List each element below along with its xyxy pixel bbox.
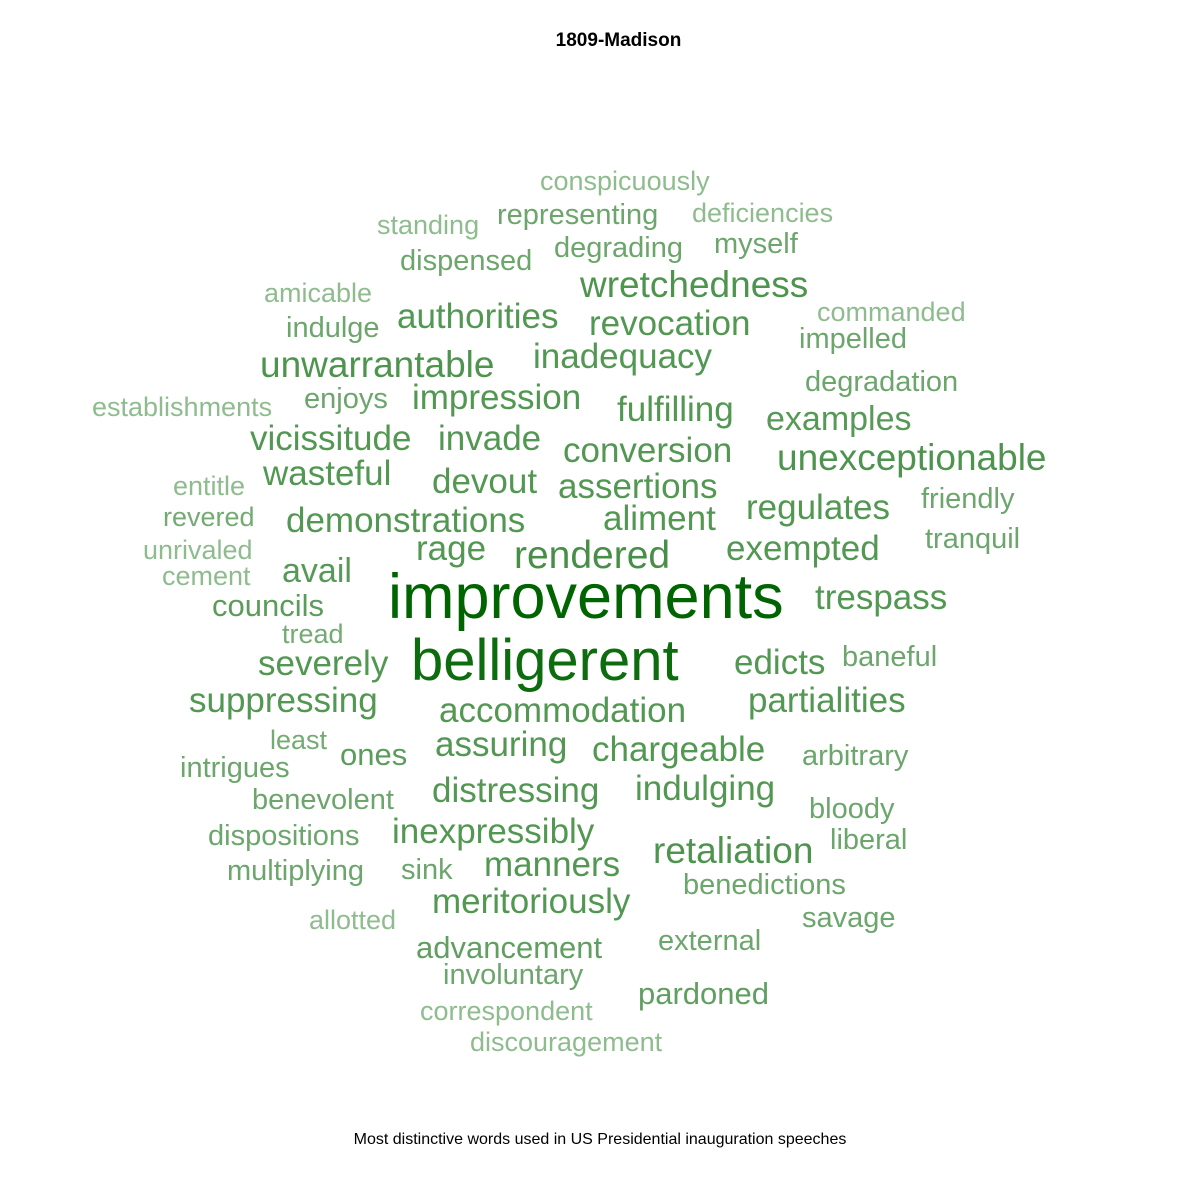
word-friendly: friendly <box>921 483 1015 515</box>
word-chargeable: chargeable <box>592 730 766 769</box>
word-fulfilling: fulfilling <box>617 390 734 429</box>
word-involuntary: involuntary <box>443 959 584 991</box>
word-establishments: establishments <box>92 392 273 422</box>
word-avail: avail <box>282 552 352 590</box>
word-authorities: authorities <box>397 297 559 336</box>
word-impression: impression <box>412 378 582 417</box>
word-retaliation: retaliation <box>653 830 814 871</box>
word-cement: cement <box>162 561 251 591</box>
chart-caption: Most distinctive words used in US Presid… <box>353 1131 847 1148</box>
word-entitle: entitle <box>173 471 246 501</box>
word-inadequacy: inadequacy <box>533 337 713 376</box>
word-unexceptionable: unexceptionable <box>777 437 1047 478</box>
word-wasteful: wasteful <box>263 454 392 493</box>
word-advancement: advancement <box>416 930 603 965</box>
chart-title: 1809-Madison <box>555 30 682 51</box>
word-degradation: degradation <box>805 366 959 398</box>
word-multiplying: multiplying <box>227 855 364 887</box>
word-suppressing: suppressing <box>189 681 378 720</box>
word-edicts: edicts <box>734 643 826 682</box>
word-accommodation: accommodation <box>439 691 687 730</box>
word-conspicuously: conspicuously <box>540 166 710 196</box>
word-distressing: distressing <box>432 771 600 810</box>
word-revocation: revocation <box>589 304 751 343</box>
word-bloody: bloody <box>809 793 895 825</box>
word-assuring: assuring <box>435 725 568 764</box>
word-rage: rage <box>416 529 487 568</box>
word-devout: devout <box>432 462 538 501</box>
word-unwarrantable: unwarrantable <box>260 344 495 385</box>
word-rendered: rendered <box>514 534 671 577</box>
word-impelled: impelled <box>799 323 907 355</box>
word-indulge: indulge <box>286 312 380 344</box>
word-degrading: degrading <box>554 232 683 264</box>
word-conversion: conversion <box>563 431 733 470</box>
word-pardoned: pardoned <box>638 976 770 1011</box>
word-meritoriously: meritoriously <box>432 882 631 921</box>
word-dispositions: dispositions <box>208 820 360 852</box>
word-councils: councils <box>212 588 324 623</box>
word-inexpressibly: inexpressibly <box>392 812 595 851</box>
word-vicissitude: vicissitude <box>250 419 412 458</box>
word-ones: ones <box>340 737 408 772</box>
word-aliment: aliment <box>603 499 716 538</box>
word-allotted: allotted <box>309 905 397 935</box>
word-assertions: assertions <box>558 467 718 506</box>
word-unrivaled: unrivaled <box>143 535 253 565</box>
word-benedictions: benedictions <box>683 869 846 901</box>
word-baneful: baneful <box>842 641 938 673</box>
word-wretchedness: wretchedness <box>580 264 809 305</box>
word-representing: representing <box>497 199 659 231</box>
word-severely: severely <box>258 644 389 683</box>
word-standing: standing <box>377 210 480 240</box>
word-invade: invade <box>438 419 542 458</box>
word-demonstrations: demonstrations <box>286 501 526 540</box>
word-correspondent: correspondent <box>420 996 593 1026</box>
word-manners: manners <box>484 845 621 884</box>
word-dispensed: dispensed <box>400 245 533 277</box>
word-improvements: improvements <box>388 562 784 632</box>
word-exempted: exempted <box>726 529 880 568</box>
word-arbitrary: arbitrary <box>802 740 909 772</box>
word-benevolent: benevolent <box>252 784 394 816</box>
word-least: least <box>270 725 328 755</box>
word-trespass: trespass <box>815 578 948 617</box>
word-commanded: commanded <box>817 297 966 327</box>
word-sink: sink <box>401 854 453 886</box>
word-tread: tread <box>282 619 344 649</box>
word-tranquil: tranquil <box>925 523 1021 555</box>
word-intrigues: intrigues <box>180 752 290 784</box>
word-discouragement: discouragement <box>470 1027 663 1057</box>
word-belligerent: belligerent <box>411 628 679 693</box>
word-regulates: regulates <box>746 488 890 527</box>
word-myself: myself <box>714 228 798 260</box>
word-examples: examples <box>766 400 912 438</box>
word-amicable: amicable <box>264 278 373 308</box>
word-enjoys: enjoys <box>304 383 388 415</box>
word-deficiencies: deficiencies <box>692 198 834 228</box>
word-savage: savage <box>802 902 896 934</box>
word-liberal: liberal <box>830 824 908 856</box>
word-partialities: partialities <box>748 681 906 720</box>
word-revered: revered <box>163 502 255 532</box>
word-external: external <box>658 925 762 957</box>
word-indulging: indulging <box>635 769 776 808</box>
